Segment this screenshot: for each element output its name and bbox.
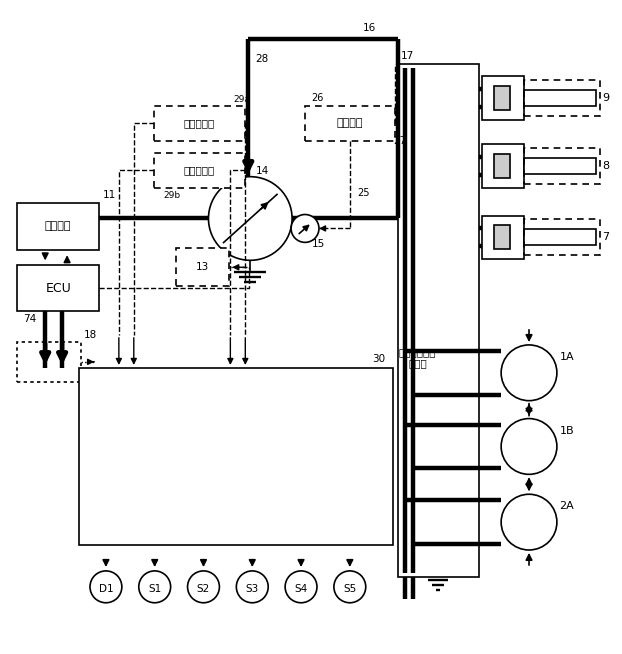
Bar [524, 148, 600, 184]
Text: 13: 13 [196, 262, 209, 272]
Text: 14: 14 [256, 165, 269, 176]
Bar [79, 368, 392, 545]
Bar [524, 90, 596, 106]
Circle shape [334, 571, 366, 603]
Circle shape [188, 571, 220, 603]
Text: 18: 18 [84, 330, 97, 340]
Text: 1A: 1A [560, 352, 574, 362]
Text: D1: D1 [99, 584, 113, 594]
Text: 29b: 29b [164, 191, 181, 200]
Text: 8: 8 [602, 161, 609, 171]
Bar [17, 342, 81, 382]
Bar [494, 154, 510, 178]
Text: 30: 30 [372, 354, 385, 364]
Text: 17: 17 [401, 51, 414, 61]
Circle shape [501, 494, 557, 550]
Text: エンジン: エンジン [45, 222, 72, 232]
Text: 74: 74 [23, 314, 37, 324]
Circle shape [501, 419, 557, 474]
Circle shape [90, 571, 122, 603]
Text: ECU: ECU [45, 282, 71, 295]
Bar [154, 106, 245, 141]
Bar [524, 158, 596, 174]
Text: 26: 26 [311, 93, 323, 103]
Bar [524, 80, 600, 116]
Circle shape [501, 345, 557, 401]
Circle shape [236, 571, 268, 603]
Text: S1: S1 [148, 584, 161, 594]
Text: 7: 7 [602, 232, 609, 243]
Text: 圧力センサ: 圧力センサ [184, 118, 215, 128]
Bar [494, 226, 510, 249]
Text: 9: 9 [602, 93, 609, 103]
Bar [482, 144, 524, 188]
Circle shape [139, 571, 170, 603]
Text: コントロール
バルブ: コントロール バルブ [399, 347, 436, 369]
Circle shape [208, 177, 292, 260]
Bar [482, 76, 524, 120]
Bar [17, 266, 99, 311]
Bar [524, 220, 600, 255]
Text: 15: 15 [312, 239, 325, 249]
Text: S3: S3 [246, 584, 259, 594]
Bar [175, 249, 230, 286]
Text: S5: S5 [343, 584, 356, 594]
Text: 28: 28 [255, 54, 269, 64]
Text: 27: 27 [393, 136, 406, 146]
Text: 圧力センサ: 圧力センサ [184, 165, 215, 175]
Text: S2: S2 [197, 584, 210, 594]
Text: 11: 11 [103, 190, 116, 199]
Text: 操作装置: 操作装置 [337, 118, 363, 128]
Bar [524, 230, 596, 245]
Text: 25: 25 [358, 188, 370, 198]
Text: 16: 16 [363, 24, 376, 33]
Bar [494, 86, 510, 110]
Bar [482, 216, 524, 259]
Bar [397, 64, 479, 577]
Text: S4: S4 [294, 584, 308, 594]
Bar [305, 106, 394, 141]
Text: 1B: 1B [560, 426, 574, 436]
Circle shape [285, 571, 317, 603]
Bar [17, 203, 99, 250]
Text: 29a: 29a [233, 95, 250, 103]
Circle shape [291, 215, 319, 243]
Bar [154, 153, 245, 188]
Text: 2A: 2A [559, 501, 574, 511]
